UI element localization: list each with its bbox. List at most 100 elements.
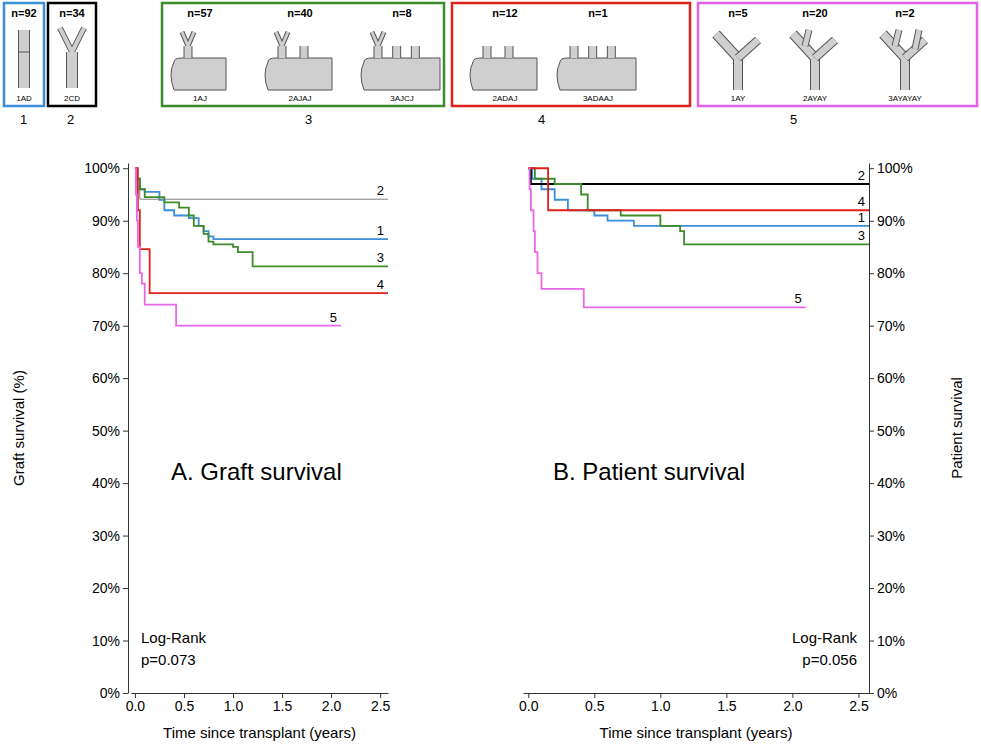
curve-label: 3 — [858, 228, 865, 243]
y-tick: 50% — [92, 423, 128, 439]
vessel-sketch — [265, 32, 332, 90]
y-tick: 0% — [100, 685, 128, 701]
vessel-sketch — [18, 30, 30, 88]
y-tick-mark — [123, 641, 128, 642]
type-code: 2CD — [64, 94, 80, 103]
aortic-patch — [557, 58, 636, 90]
group-count: n=8 — [392, 7, 411, 19]
y-tick: 10% — [92, 633, 128, 649]
survival-curve — [528, 168, 869, 184]
type-code: 3ADAAJ — [583, 94, 613, 103]
curve-label: 5 — [794, 291, 801, 306]
x-tick: 0.5 — [585, 693, 605, 714]
vessel-outline — [184, 46, 193, 58]
y-tick-label: 0% — [100, 685, 120, 701]
y-tick-mark — [123, 378, 128, 379]
x-tick: 1.5 — [717, 693, 737, 714]
y-tick-mark — [869, 641, 874, 642]
x-tick-label: 1.5 — [717, 698, 737, 714]
vessel-outline — [483, 46, 492, 58]
y-tick-mark — [869, 588, 874, 589]
aortic-patch — [361, 58, 440, 90]
y-tick-label: 100% — [877, 160, 913, 176]
x-axis: 0.00.51.01.52.02.5 — [519, 693, 869, 714]
survival-curve — [135, 168, 388, 293]
type-code: 1AJ — [193, 94, 207, 103]
vessel-outline — [182, 32, 194, 46]
type-code: 2ADAJ — [493, 94, 518, 103]
vessel-outline — [588, 46, 597, 58]
y-tick-label: 40% — [92, 475, 120, 491]
group-number: 5 — [790, 112, 797, 127]
y-tick: 30% — [869, 528, 905, 544]
x-tick: 1.0 — [651, 693, 671, 714]
curve-label: 5 — [330, 310, 337, 325]
y-tick-mark — [123, 273, 128, 274]
y-axis-line — [869, 164, 870, 694]
x-tick-label: 0.0 — [519, 698, 539, 714]
group-count: n=34 — [59, 7, 85, 19]
type-code: 2AYAY — [803, 94, 828, 103]
vessel — [716, 34, 738, 90]
vessel-sketch — [171, 32, 226, 90]
vessel — [279, 46, 286, 58]
x-tick-label: 2.5 — [371, 698, 391, 714]
chart-panel: 0.00.51.01.52.02.50%10%20%30%40%50%60%70… — [10, 160, 391, 741]
survival-curve — [135, 168, 388, 239]
y-tick-mark — [123, 221, 128, 222]
vessel — [895, 30, 899, 46]
x-tick: 2.0 — [322, 693, 342, 714]
anastomosis — [18, 52, 30, 53]
y-tick-mark — [123, 168, 128, 169]
y-tick: 60% — [92, 370, 128, 386]
curve-label: 4 — [377, 277, 384, 292]
group-count: n=40 — [287, 7, 312, 19]
graft-group: 2n=342CD — [48, 3, 96, 127]
vessel-outline — [895, 30, 899, 46]
vessel-sketch — [793, 30, 835, 90]
vessel-sketch — [60, 28, 84, 88]
vessel-outline — [805, 30, 809, 46]
vessel — [276, 32, 288, 46]
y-tick: 30% — [92, 528, 128, 544]
y-tick-label: 10% — [877, 633, 905, 649]
y-tick-mark — [123, 536, 128, 537]
y-tick: 10% — [869, 633, 905, 649]
y-axis: 0%10%20%30%40%50%60%70%80%90%100% — [869, 160, 913, 701]
type-code: 3AYAYAY — [888, 94, 922, 103]
vessel-outline — [374, 46, 383, 58]
vessel — [738, 40, 758, 58]
survival-curve — [135, 168, 388, 199]
y-tick-mark — [869, 378, 874, 379]
lines — [135, 168, 388, 325]
y-tick: 50% — [869, 423, 905, 439]
y-tick: 80% — [92, 265, 128, 281]
group-box — [162, 3, 444, 106]
vessel-outline — [392, 46, 401, 58]
vessel — [915, 30, 919, 49]
y-tick: 40% — [869, 475, 905, 491]
y-tick-label: 70% — [877, 318, 905, 334]
y-tick-mark — [869, 326, 874, 327]
x-tick-label: 1.5 — [273, 698, 293, 714]
y-tick-label: 60% — [877, 370, 905, 386]
x-tick: 0.5 — [175, 693, 195, 714]
group-count: n=20 — [802, 7, 827, 19]
y-axis: 0%10%20%30%40%50%60%70%80%90%100% — [84, 160, 128, 701]
x-axis-line — [132, 693, 389, 694]
annotation: Log-Rank — [792, 629, 858, 646]
x-tick: 0.0 — [126, 693, 146, 714]
vessel-sketch — [361, 32, 440, 90]
x-tick-label: 1.0 — [651, 698, 671, 714]
y-tick-mark — [123, 483, 128, 484]
y-tick-label: 100% — [84, 160, 120, 176]
x-tick: 2.0 — [783, 693, 803, 714]
group-box — [4, 3, 44, 106]
group-count: n=12 — [492, 7, 517, 19]
curve-label: 2 — [377, 183, 384, 198]
annotation: p=0.073 — [141, 651, 196, 668]
y-tick-label: 70% — [92, 318, 120, 334]
vessel-sketch — [716, 34, 758, 90]
vessel — [484, 46, 491, 58]
vessel-outline — [607, 46, 616, 58]
